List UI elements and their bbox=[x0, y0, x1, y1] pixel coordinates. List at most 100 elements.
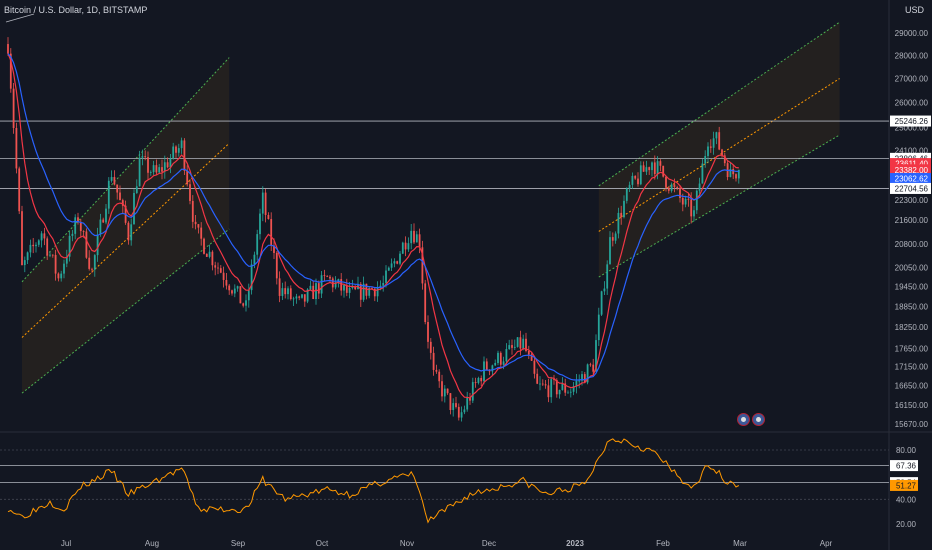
candle-body[interactable] bbox=[606, 264, 609, 289]
candle-body[interactable] bbox=[656, 161, 659, 175]
candle-body[interactable] bbox=[382, 282, 385, 286]
candle-body[interactable] bbox=[561, 383, 564, 390]
candle-body[interactable] bbox=[469, 397, 471, 401]
candle-body[interactable] bbox=[547, 385, 550, 398]
candle-body[interactable] bbox=[592, 364, 595, 372]
candle-body[interactable] bbox=[105, 208, 107, 223]
candle-body[interactable] bbox=[183, 140, 186, 171]
candle-body[interactable] bbox=[483, 361, 485, 382]
candle-body[interactable] bbox=[359, 283, 362, 300]
candle-body[interactable] bbox=[628, 184, 631, 189]
candle-body[interactable] bbox=[121, 200, 124, 206]
candle-body[interactable] bbox=[261, 192, 264, 214]
candle-body[interactable] bbox=[155, 165, 158, 173]
candle-body[interactable] bbox=[648, 167, 651, 171]
candle-body[interactable] bbox=[435, 369, 438, 372]
candle-body[interactable] bbox=[494, 362, 497, 366]
candle-body[interactable] bbox=[530, 354, 533, 361]
candle-body[interactable] bbox=[18, 168, 21, 212]
candle-body[interactable] bbox=[189, 184, 191, 201]
candle-body[interactable] bbox=[404, 242, 407, 250]
candle-body[interactable] bbox=[203, 238, 205, 254]
candle-body[interactable] bbox=[345, 285, 348, 293]
candle-body[interactable] bbox=[418, 234, 421, 248]
candle-body[interactable] bbox=[191, 200, 194, 222]
candle-body[interactable] bbox=[208, 251, 211, 257]
candle-body[interactable] bbox=[704, 156, 707, 164]
candle-body[interactable] bbox=[690, 199, 693, 217]
candle-body[interactable] bbox=[233, 288, 236, 294]
candle-body[interactable] bbox=[471, 382, 474, 401]
candle-body[interactable] bbox=[511, 345, 513, 348]
candle-body[interactable] bbox=[457, 406, 460, 418]
candle-body[interactable] bbox=[236, 286, 239, 289]
candle-body[interactable] bbox=[91, 268, 93, 270]
candle-body[interactable] bbox=[513, 346, 516, 348]
candle-body[interactable] bbox=[553, 379, 555, 381]
candle-body[interactable] bbox=[567, 392, 569, 394]
candle-body[interactable] bbox=[586, 364, 589, 383]
candle-body[interactable] bbox=[609, 237, 611, 265]
channel-upper-line[interactable] bbox=[21, 57, 230, 283]
candle-body[interactable] bbox=[88, 257, 91, 269]
candle-body[interactable] bbox=[707, 146, 709, 157]
candle-body[interactable] bbox=[698, 183, 701, 191]
candle-body[interactable] bbox=[432, 352, 435, 370]
candle-body[interactable] bbox=[144, 156, 147, 158]
channel-mid-line[interactable] bbox=[598, 78, 840, 232]
candle-body[interactable] bbox=[735, 174, 737, 179]
candle-body[interactable] bbox=[673, 184, 676, 188]
candle-body[interactable] bbox=[522, 338, 525, 349]
candle-body[interactable] bbox=[93, 255, 96, 270]
candle-body[interactable] bbox=[368, 288, 371, 296]
candle-body[interactable] bbox=[718, 132, 721, 150]
candle-body[interactable] bbox=[329, 276, 331, 279]
candle-body[interactable] bbox=[107, 180, 110, 209]
candle-body[interactable] bbox=[429, 341, 432, 353]
candle-body[interactable] bbox=[231, 290, 233, 294]
candle-body[interactable] bbox=[287, 288, 289, 295]
candle-body[interactable] bbox=[527, 351, 530, 355]
candle-body[interactable] bbox=[242, 303, 245, 306]
candle-body[interactable] bbox=[681, 197, 684, 205]
candle-body[interactable] bbox=[205, 253, 208, 257]
candle-body[interactable] bbox=[245, 300, 247, 306]
candle-body[interactable] bbox=[589, 364, 592, 366]
candle-body[interactable] bbox=[49, 254, 51, 256]
candle-body[interactable] bbox=[141, 156, 144, 158]
candle-body[interactable] bbox=[68, 235, 71, 257]
candle-body[interactable] bbox=[659, 161, 662, 166]
candle-body[interactable] bbox=[180, 140, 183, 149]
candle-body[interactable] bbox=[729, 169, 732, 178]
candle-body[interactable] bbox=[611, 237, 614, 241]
candle-body[interactable] bbox=[40, 233, 43, 241]
candle-body[interactable] bbox=[737, 169, 740, 179]
candle-body[interactable] bbox=[12, 88, 15, 129]
candle-body[interactable] bbox=[637, 178, 639, 185]
candle-body[interactable] bbox=[491, 365, 494, 372]
candle-body[interactable] bbox=[446, 388, 449, 394]
candle-body[interactable] bbox=[415, 234, 418, 243]
candle-body[interactable] bbox=[497, 352, 499, 363]
candle-body[interactable] bbox=[455, 403, 457, 407]
candle-body[interactable] bbox=[452, 403, 455, 411]
candle-body[interactable] bbox=[600, 291, 603, 315]
candle-body[interactable] bbox=[43, 233, 46, 239]
candle-body[interactable] bbox=[225, 279, 228, 286]
candle-body[interactable] bbox=[32, 244, 35, 247]
candle-body[interactable] bbox=[651, 162, 653, 171]
candle-body[interactable] bbox=[348, 288, 351, 293]
candle-body[interactable] bbox=[642, 165, 645, 172]
candle-body[interactable] bbox=[51, 254, 54, 256]
candle-body[interactable] bbox=[219, 268, 222, 273]
candle-body[interactable] bbox=[413, 230, 415, 243]
candle-body[interactable] bbox=[110, 177, 113, 181]
candle-body[interactable] bbox=[639, 165, 642, 185]
candle-body[interactable] bbox=[29, 244, 32, 253]
candle-body[interactable] bbox=[158, 167, 161, 173]
candle-body[interactable] bbox=[421, 247, 424, 284]
channel-mid-line[interactable] bbox=[21, 142, 230, 338]
candle-body[interactable] bbox=[634, 175, 637, 179]
candle-body[interactable] bbox=[147, 157, 149, 173]
candle-body[interactable] bbox=[303, 294, 306, 302]
